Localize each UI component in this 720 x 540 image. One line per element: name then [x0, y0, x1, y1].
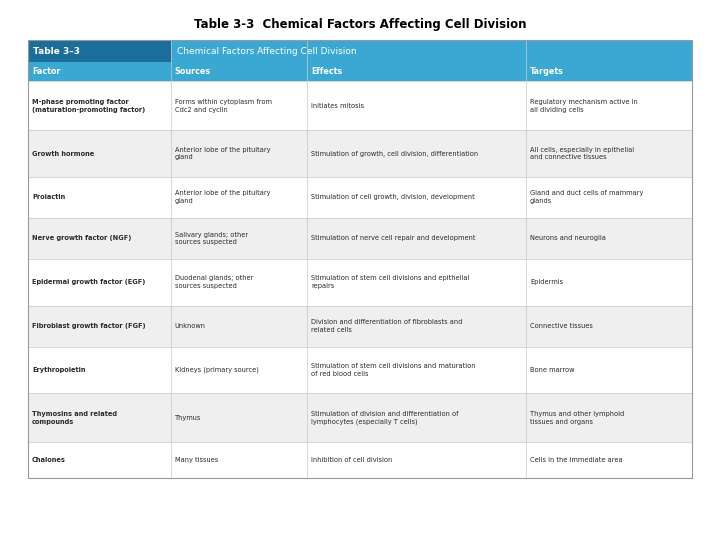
- Bar: [28, 393, 692, 442]
- Bar: [28, 62, 692, 81]
- Text: M-phase promoting factor
(maturation-promoting factor): M-phase promoting factor (maturation-pro…: [32, 99, 145, 112]
- Text: Many tissues: Many tissues: [175, 457, 218, 463]
- Text: Factor: Factor: [32, 67, 60, 76]
- Text: Table 3–3: Table 3–3: [33, 46, 80, 56]
- Text: Erythropoietin: Erythropoietin: [32, 367, 86, 373]
- Text: All cells, especially in epithelial
and connective tissues: All cells, especially in epithelial and …: [530, 147, 634, 160]
- Bar: [28, 442, 692, 478]
- Text: Anterior lobe of the pituitary
gland: Anterior lobe of the pituitary gland: [175, 191, 270, 204]
- Bar: [28, 218, 692, 259]
- Text: Cells in the immediate area: Cells in the immediate area: [530, 457, 623, 463]
- Text: Chemical Factors Affecting Cell Division: Chemical Factors Affecting Cell Division: [177, 46, 356, 56]
- Text: Thymosins and related
compounds: Thymosins and related compounds: [32, 411, 117, 424]
- Text: Unknown: Unknown: [175, 323, 206, 329]
- Text: Targets: Targets: [530, 67, 564, 76]
- Text: Regulatory mechanism active in
all dividing cells: Regulatory mechanism active in all divid…: [530, 99, 638, 112]
- Bar: [28, 347, 692, 393]
- Text: Salivary glands; other
sources suspected: Salivary glands; other sources suspected: [175, 232, 248, 245]
- Bar: [171, 40, 692, 62]
- Bar: [28, 40, 692, 478]
- Text: Effects: Effects: [311, 67, 342, 76]
- Text: Gland and duct cells of mammary
glands: Gland and duct cells of mammary glands: [530, 191, 644, 204]
- Text: Inhibition of cell division: Inhibition of cell division: [311, 457, 392, 463]
- Text: Stimulation of growth, cell division, differentiation: Stimulation of growth, cell division, di…: [311, 151, 478, 157]
- Text: Neurons and neuroglia: Neurons and neuroglia: [530, 235, 606, 241]
- Bar: [28, 177, 692, 218]
- Bar: [28, 130, 692, 177]
- Text: Division and differentiation of fibroblasts and
related cells: Division and differentiation of fibrobla…: [311, 319, 462, 333]
- Text: Bone marrow: Bone marrow: [530, 367, 575, 373]
- Text: Anterior lobe of the pituitary
gland: Anterior lobe of the pituitary gland: [175, 147, 270, 160]
- Text: Duodenal glands; other
sources suspected: Duodenal glands; other sources suspected: [175, 275, 253, 289]
- Text: Forms within cytoplasm from
Cdc2 and cyclin: Forms within cytoplasm from Cdc2 and cyc…: [175, 99, 271, 112]
- Text: Epidermal growth factor (EGF): Epidermal growth factor (EGF): [32, 279, 145, 285]
- Text: Sources: Sources: [175, 67, 211, 76]
- Text: Chalones: Chalones: [32, 457, 66, 463]
- Text: Fibroblast growth factor (FGF): Fibroblast growth factor (FGF): [32, 323, 145, 329]
- Text: Initiates mitosis: Initiates mitosis: [311, 103, 364, 109]
- Bar: [28, 81, 692, 130]
- Text: Kidneys (primary source): Kidneys (primary source): [175, 367, 258, 373]
- Text: Epidermis: Epidermis: [530, 279, 563, 285]
- Bar: [28, 40, 171, 62]
- Text: Thymus and other lymphoid
tissues and organs: Thymus and other lymphoid tissues and or…: [530, 411, 624, 424]
- Text: Thymus: Thymus: [175, 415, 201, 421]
- Bar: [28, 259, 692, 306]
- Text: Stimulation of division and differentiation of
lymphocytes (especially T cells): Stimulation of division and differentiat…: [311, 410, 459, 425]
- Text: Growth hormone: Growth hormone: [32, 151, 94, 157]
- Text: Nerve growth factor (NGF): Nerve growth factor (NGF): [32, 235, 131, 241]
- Text: Stimulation of stem cell divisions and maturation
of red blood cells: Stimulation of stem cell divisions and m…: [311, 363, 475, 377]
- Text: Stimulation of stem cell divisions and epithelial
repairs: Stimulation of stem cell divisions and e…: [311, 275, 469, 289]
- Text: Stimulation of cell growth, division, development: Stimulation of cell growth, division, de…: [311, 194, 474, 200]
- Text: Stimulation of nerve cell repair and development: Stimulation of nerve cell repair and dev…: [311, 235, 475, 241]
- Bar: [28, 306, 692, 347]
- Text: Connective tissues: Connective tissues: [530, 323, 593, 329]
- Text: Table 3-3  Chemical Factors Affecting Cell Division: Table 3-3 Chemical Factors Affecting Cel…: [194, 18, 526, 31]
- Text: Prolactin: Prolactin: [32, 194, 66, 200]
